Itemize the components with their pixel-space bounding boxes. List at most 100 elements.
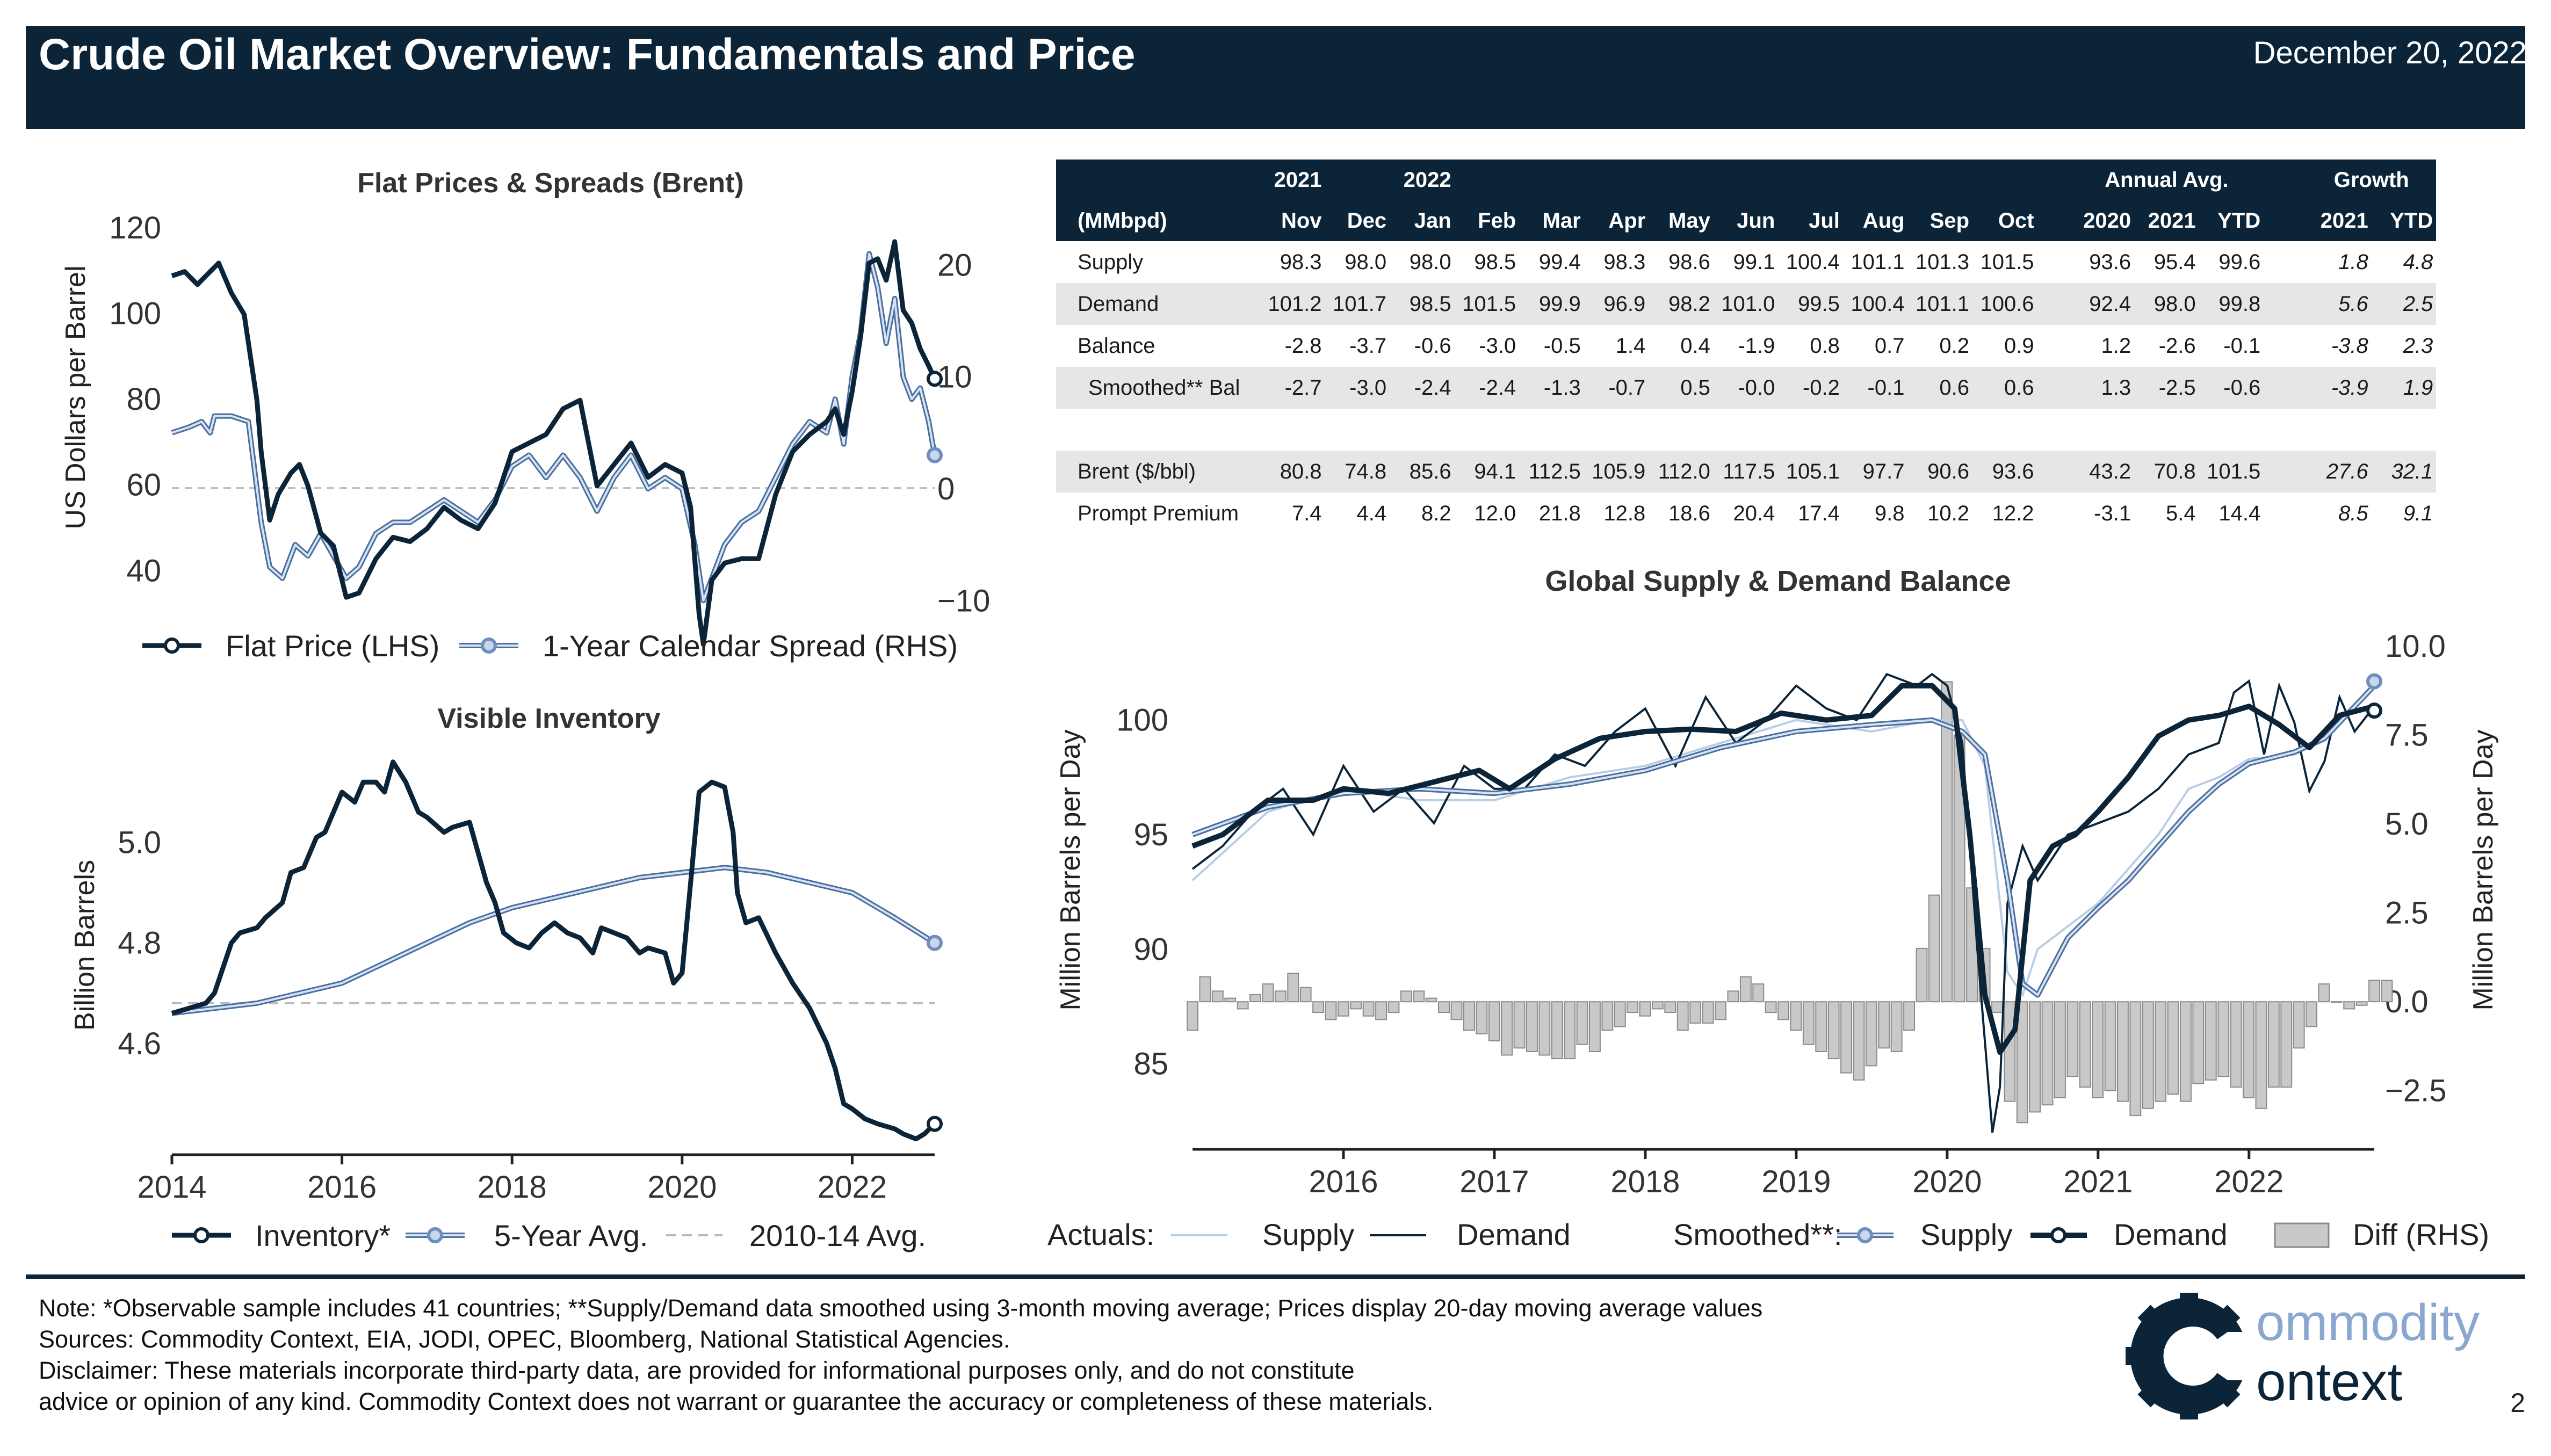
legend-label: Demand — [2114, 1218, 2228, 1251]
diff-bar — [2293, 1001, 2305, 1049]
growth-cell: 32.1 — [2371, 451, 2437, 492]
diff-bar — [1501, 1001, 1513, 1056]
smoothed-supply-line-outline — [1191, 684, 2376, 998]
spacer — [2264, 283, 2307, 325]
legend-label: Diff (RHS) — [2353, 1218, 2489, 1251]
annual-cell: -0.6 — [2199, 367, 2264, 409]
x-tick-label: 2020 — [1912, 1164, 1982, 1199]
y-tick-label: 100 — [1116, 703, 1168, 738]
y-tick-label: 100 — [109, 296, 161, 331]
legend-5yr-marker — [427, 1227, 443, 1243]
diff-bar — [1853, 1001, 1865, 1081]
table-cell: 1.4 — [1615, 334, 1646, 358]
row-label: Smoothed** Bal — [1056, 367, 1260, 409]
table-cell: -3.0 — [1325, 367, 1390, 409]
row-label: Prompt Premium — [1078, 501, 1239, 525]
diff-bar — [2029, 1001, 2041, 1113]
actual-demand-line — [1191, 672, 2375, 1133]
y2-axis-label: Million Barrels per Day — [2468, 729, 2499, 1010]
y-tick-label: 40 — [126, 553, 161, 588]
diff-bar — [1337, 1001, 1349, 1017]
annual-cell: 14.4 — [2218, 501, 2261, 525]
diff-bar — [1652, 1001, 1664, 1010]
diff-bar — [1551, 1001, 1563, 1060]
title-bar — [26, 26, 2525, 129]
y2-tick-label: −10 — [937, 583, 990, 618]
diff-bar — [1601, 1001, 1614, 1031]
y2-tick-label: −2.5 — [2385, 1074, 2447, 1109]
month-header: Jul — [1778, 200, 1843, 241]
table-cell: -3.7 — [1349, 334, 1387, 358]
legend-smoothed-demand-marker — [2050, 1227, 2066, 1243]
table-cell: -2.4 — [1390, 367, 1455, 409]
table-cell: 0.8 — [1810, 334, 1840, 358]
table-cell: 99.1 — [1733, 250, 1775, 274]
table-row: Balance -2.8 -3.7 -0.6 -3.0 -0.5 1.4 0.4 -1.9 0.8… — [1056, 325, 2501, 367]
legend-group-label: Actuals: — [1047, 1218, 1154, 1251]
spacer — [2037, 451, 2070, 492]
diff-bar — [1777, 1001, 1789, 1020]
diff-bar — [2192, 1001, 2205, 1084]
y2-tick-label: 2.5 — [2385, 896, 2429, 931]
diff-bar — [1589, 1001, 1601, 1052]
row-label: Brent ($/bbl) — [1056, 451, 1260, 492]
logo-text-top: ommodity — [2256, 1294, 2480, 1351]
legend-smoothed-supply-marker — [1857, 1227, 1873, 1243]
x-tick-label: 2022 — [818, 1170, 887, 1205]
diff-bar — [2092, 1001, 2104, 1099]
visible-inventory-chart: Visible Inventory Billion Barrels 2014 20… — [69, 703, 943, 1252]
table-cell: 0.5 — [1649, 367, 1714, 409]
x-tick-label: 2016 — [1309, 1164, 1378, 1199]
spacer — [2037, 200, 2070, 241]
diff-bar — [1639, 1001, 1651, 1017]
diff-bar — [1312, 1001, 1325, 1013]
year-2022-header: 2022 — [1390, 160, 1455, 200]
annual-cell: 93.6 — [2089, 250, 2131, 274]
diff-bar — [1564, 1001, 1576, 1060]
disclaimer-line-1: Disclaimer: These materials incorporate … — [39, 1357, 1355, 1384]
diff-bar — [2104, 1001, 2116, 1091]
diff-bar — [1450, 1001, 1463, 1020]
diff-bar — [1538, 1001, 1551, 1056]
diff-bar — [2267, 1001, 2280, 1088]
table-cell: 99.9 — [1519, 283, 1584, 325]
flat-price-end-marker — [927, 371, 943, 387]
y2-tick-label: 0 — [937, 472, 955, 506]
growth-header: Growth — [2307, 160, 2437, 200]
table-cell: 98.0 — [1345, 250, 1387, 274]
legend-label: Supply — [1920, 1218, 2012, 1251]
table-cell: 101.5 — [1980, 250, 2034, 274]
diff-bar — [2205, 1001, 2217, 1081]
diff-bar — [1689, 1001, 1702, 1024]
annual-col-header: 2020 — [2069, 200, 2135, 241]
annual-cell: 1.3 — [2069, 367, 2135, 409]
table-row: Supply 98.3 98.0 98.0 98.5 99.4 98.3 98.6 99.1 10… — [1056, 241, 2501, 283]
legend-label: Flat Price (LHS) — [226, 629, 439, 663]
y-axis-label: Billion Barrels — [69, 860, 100, 1031]
x-tick-label: 2016 — [307, 1170, 377, 1205]
report-date: December 20, 2022 — [2253, 35, 2527, 70]
table-cell: 90.6 — [1907, 451, 1973, 492]
sources-note: Sources: Commodity Context, EIA, JODI, O… — [39, 1325, 1010, 1353]
growth-col-header: YTD — [2371, 200, 2437, 241]
diff-bar — [1576, 1001, 1588, 1045]
table-cell: 9.8 — [1874, 501, 1905, 525]
inventory-end-marker — [927, 1115, 943, 1132]
x-tick-label: 2014 — [137, 1170, 206, 1205]
smoothed-demand-end-marker — [2366, 702, 2382, 719]
spacer — [2264, 325, 2307, 367]
diff-bar — [2054, 1001, 2066, 1099]
table-spacer-row — [1056, 409, 2501, 451]
diff-bar — [1752, 983, 1765, 1003]
diff-bar — [2355, 1001, 2368, 1006]
legend-group-label: Smoothed**: — [1673, 1218, 1842, 1251]
table-cell: 0.6 — [1907, 367, 1973, 409]
table-cell: 80.8 — [1260, 451, 1325, 492]
month-header: Mar — [1519, 200, 1584, 241]
table-row: Demand 101.2 101.7 98.5 101.5 99.9 96.9 98.2 101… — [1056, 283, 2501, 325]
table-cell: 98.5 — [1474, 250, 1516, 274]
chart-title: Visible Inventory — [437, 703, 660, 734]
growth-cell: 9.1 — [2403, 501, 2433, 525]
y2-tick-label: 20 — [937, 248, 972, 282]
table-cell: 21.8 — [1538, 501, 1581, 525]
